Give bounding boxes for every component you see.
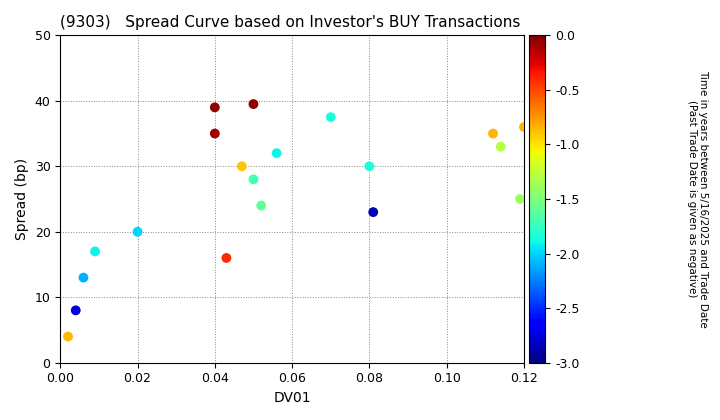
Point <box>514 196 526 202</box>
Y-axis label: Time in years between 5/16/2025 and Trade Date
(Past Trade Date is given as nega: Time in years between 5/16/2025 and Trad… <box>687 70 708 328</box>
Point <box>248 101 259 108</box>
Point <box>367 209 379 215</box>
Point <box>132 228 143 235</box>
Point <box>220 255 232 261</box>
Point <box>248 176 259 183</box>
Text: (9303)   Spread Curve based on Investor's BUY Transactions: (9303) Spread Curve based on Investor's … <box>60 15 521 30</box>
Y-axis label: Spread (bp): Spread (bp) <box>15 158 29 240</box>
Point <box>209 130 220 137</box>
Point <box>70 307 81 314</box>
Point <box>256 202 267 209</box>
Point <box>364 163 375 170</box>
X-axis label: DV01: DV01 <box>274 391 311 405</box>
Point <box>487 130 499 137</box>
Point <box>89 248 101 255</box>
Point <box>271 150 282 157</box>
Point <box>518 123 530 130</box>
Point <box>495 143 506 150</box>
Point <box>78 274 89 281</box>
Point <box>325 114 336 121</box>
Point <box>62 333 73 340</box>
Point <box>236 163 248 170</box>
Point <box>209 104 220 111</box>
